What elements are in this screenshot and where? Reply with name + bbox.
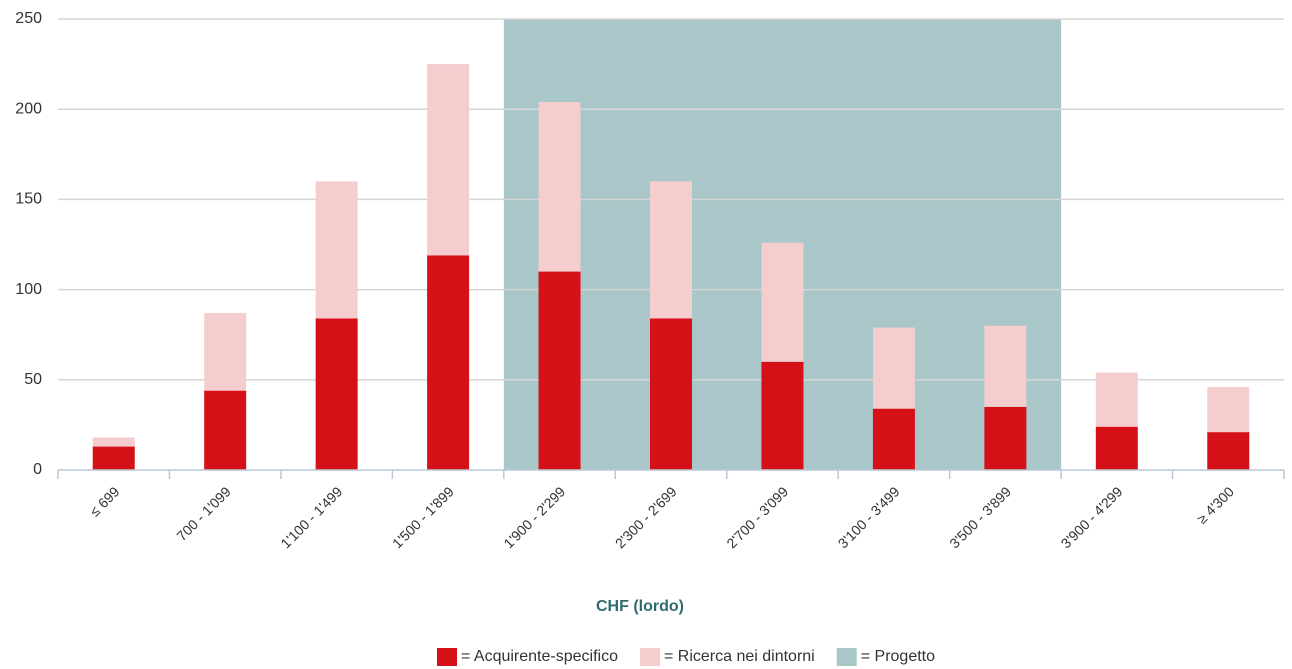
bar-segment (315, 318, 358, 470)
x-tick-label: ≤ 699 (86, 483, 122, 519)
x-tick-label: 2'700 - 3'099 (723, 483, 791, 551)
y-tick-label: 50 (24, 371, 42, 388)
x-tick-label: 1'500 - 1'899 (389, 483, 457, 551)
legend-swatch (436, 648, 457, 666)
y-tick-label: 150 (15, 191, 42, 208)
x-tick-label: 3'500 - 3'899 (946, 483, 1014, 551)
bar-segment (427, 64, 470, 256)
legend-swatch (836, 648, 857, 666)
y-tick-label: 100 (15, 281, 42, 298)
bar-segment (92, 437, 135, 447)
bar-segment (315, 181, 358, 319)
x-tick-label: 1'100 - 1'499 (277, 483, 345, 551)
y-tick-label: 250 (15, 10, 42, 27)
legend-swatch (639, 648, 660, 666)
bar-segment (650, 181, 692, 319)
bar-segment (427, 255, 470, 470)
bar-segment (650, 318, 692, 470)
y-tick-label: 0 (33, 461, 42, 478)
y-tick-label: 200 (15, 100, 42, 117)
x-tick-label: 1'900 - 2'299 (500, 483, 568, 551)
x-tick-label: ≥ 4'300 (1194, 483, 1238, 527)
bar-segment (1207, 387, 1250, 433)
bar-segment (204, 313, 247, 391)
bar-segment (204, 390, 247, 470)
bar-segment (761, 361, 804, 470)
bar-segment (984, 406, 1027, 470)
bar-segment (1095, 426, 1138, 470)
bar-segment (538, 271, 581, 470)
bar-segment (1095, 372, 1138, 427)
bar-segment (538, 101, 581, 272)
bar-segment (761, 242, 804, 362)
bar-segment (984, 325, 1027, 407)
legend-label: = Ricerca nei dintorni (664, 648, 815, 665)
bar-segment (872, 327, 915, 409)
bar-segment (1207, 432, 1250, 470)
legend: = Acquirente-specifico = Ricerca nei dint… (436, 648, 935, 666)
x-tick-label: 3'100 - 3'499 (835, 483, 903, 551)
legend-label: = Acquirente-specifico (461, 648, 618, 665)
bar-segment (92, 446, 135, 470)
x-tick-label: 3'900 - 4'299 (1058, 483, 1126, 551)
legend-label: = Progetto (861, 648, 935, 665)
bar-segment (872, 408, 915, 470)
x-tick-label: 2'300 - 2'699 (612, 483, 680, 551)
x-tick-label: 700 - 1'099 (173, 483, 234, 544)
x-axis-title: CHF (lordo) (596, 598, 684, 615)
